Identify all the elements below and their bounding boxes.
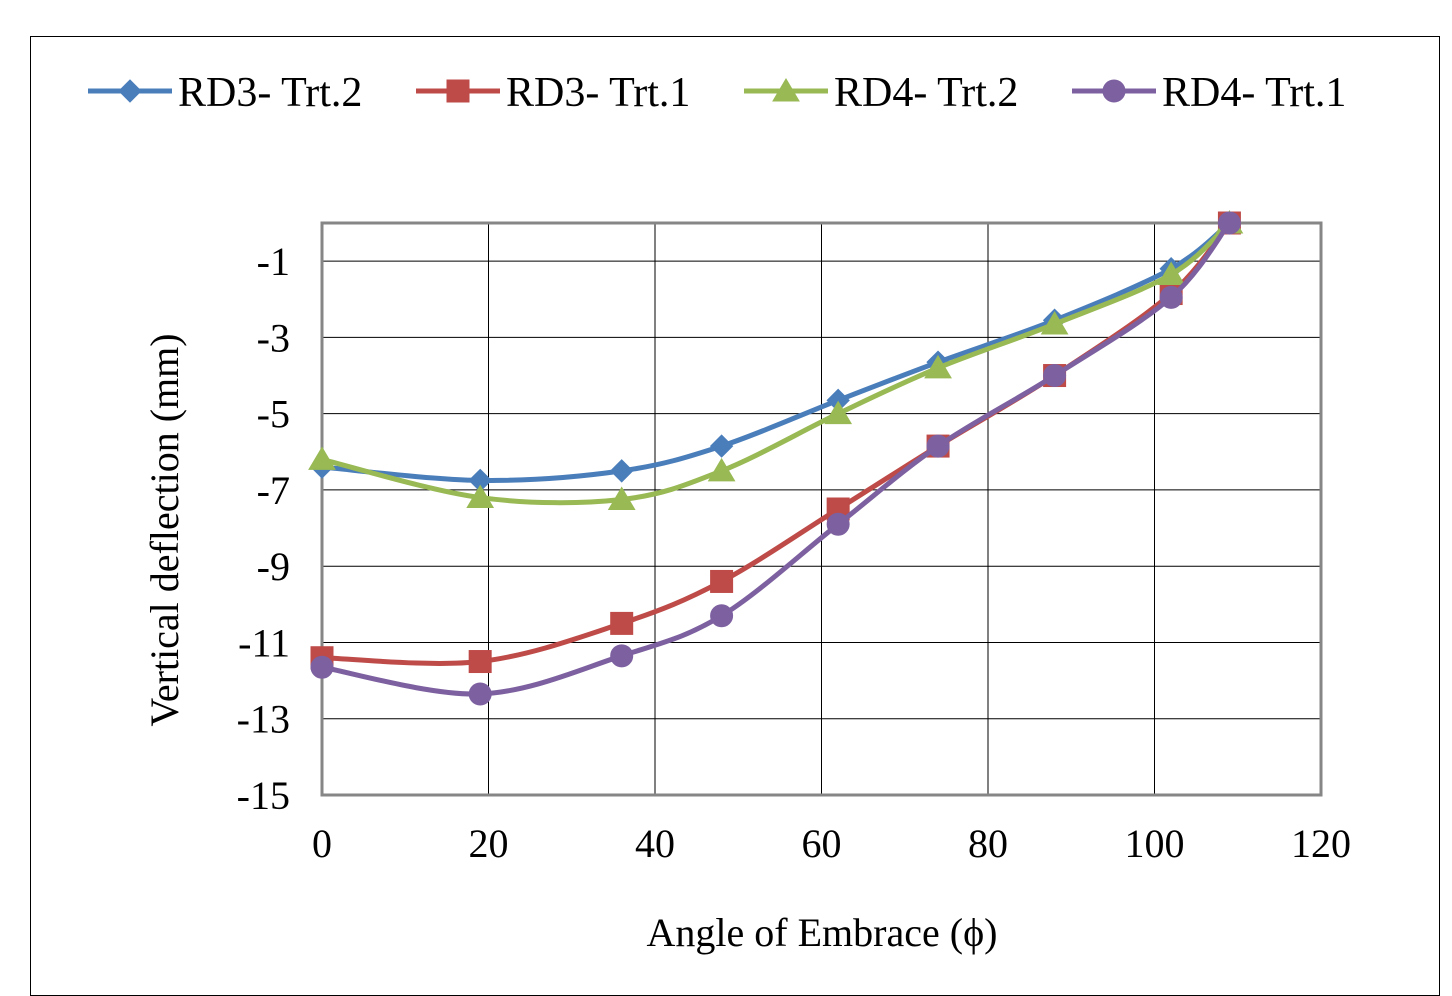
y-tick-label: -15 — [237, 773, 290, 818]
x-tick-label: 120 — [1291, 821, 1351, 866]
x-tick-label: 0 — [312, 821, 332, 866]
data-point — [310, 655, 334, 679]
data-point — [1040, 311, 1069, 335]
plot-area-border — [320, 221, 1323, 797]
legend-item: RD3- Trt.1 — [416, 70, 690, 116]
data-point — [607, 486, 636, 510]
y-tick-label: -1 — [257, 239, 290, 284]
series-line — [321, 221, 1232, 506]
data-point — [826, 512, 850, 536]
legend: RD3- Trt.2 RD3- Trt.1 RD4- Trt.2 RD4- Trt.1 — [88, 70, 1346, 116]
data-point — [926, 434, 950, 458]
y-tick-label: -3 — [257, 315, 290, 360]
legend-label: RD4- Trt.2 — [834, 70, 1018, 116]
legend-item: RD4- Trt.1 — [1072, 70, 1346, 116]
series-layer — [308, 210, 1244, 706]
y-tick-label: -11 — [238, 620, 290, 665]
data-point — [610, 644, 634, 668]
x-tick-label: 100 — [1125, 821, 1185, 866]
data-point — [609, 459, 634, 483]
series-1 — [310, 211, 1242, 493]
data-point — [1157, 261, 1186, 285]
chart-frame — [30, 36, 1440, 996]
data-point — [1043, 364, 1067, 388]
y-tick-label: -5 — [257, 392, 290, 437]
data-point — [710, 604, 734, 628]
y-axis-ticks: -1 -3 -5 -7 -9 -11 -13 -15 — [237, 239, 290, 818]
data-point — [468, 682, 492, 706]
legend-marker — [446, 79, 470, 103]
series-3 — [308, 210, 1244, 510]
legend-marker — [1102, 79, 1126, 103]
series-line — [321, 221, 1232, 697]
legend-label: RD4- Trt.1 — [1162, 70, 1346, 116]
legend-label: RD3- Trt.1 — [506, 70, 690, 116]
data-point — [308, 446, 336, 470]
x-axis-title: Angle of Embrace (ϕ) — [647, 910, 998, 955]
y-axis-title: Vertical deflection (mm) — [142, 333, 187, 726]
y-tick-label: -13 — [237, 697, 290, 742]
data-point — [924, 354, 952, 379]
data-point — [709, 434, 734, 458]
x-tick-label: 20 — [469, 821, 509, 866]
data-point — [1217, 211, 1241, 235]
legend-label: RD3- Trt.2 — [178, 70, 362, 116]
legend-marker — [118, 79, 142, 103]
series-2 — [310, 211, 1241, 674]
data-point — [707, 457, 736, 482]
data-point — [710, 569, 734, 593]
x-tick-label: 80 — [968, 821, 1008, 866]
y-tick-label: -9 — [257, 544, 290, 589]
series-line — [321, 221, 1232, 483]
data-point — [1159, 285, 1183, 309]
series-4 — [310, 211, 1241, 706]
x-axis-ticks: 0 20 40 60 80 100 120 — [312, 821, 1351, 866]
data-point — [466, 484, 495, 509]
y-tick-label: -7 — [257, 468, 290, 513]
legend-marker — [772, 78, 800, 102]
legend-item: RD3- Trt.2 — [88, 70, 362, 116]
data-point — [610, 611, 634, 635]
x-tick-label: 60 — [802, 821, 842, 866]
legend-item: RD4- Trt.2 — [744, 70, 1018, 116]
data-point — [468, 650, 492, 674]
data-point — [824, 400, 853, 425]
x-tick-label: 40 — [635, 821, 675, 866]
